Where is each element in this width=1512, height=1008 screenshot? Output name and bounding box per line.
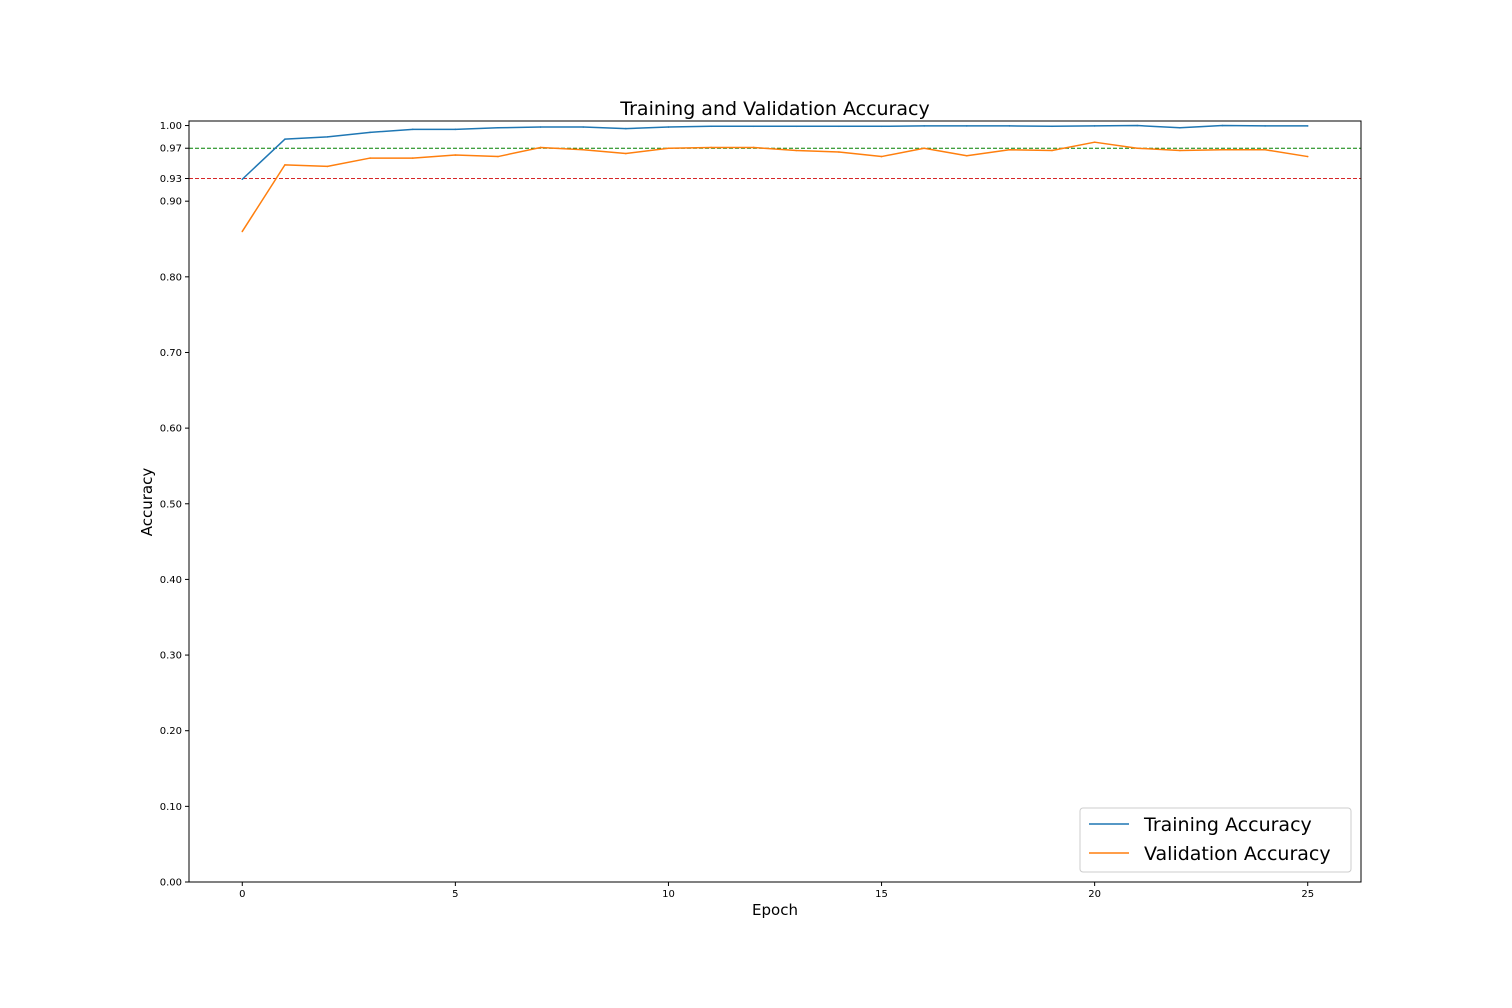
data-point: [1306, 155, 1309, 158]
data-point: [1051, 125, 1053, 128]
series-line-validation: [241, 141, 1308, 232]
data-point: [582, 148, 585, 151]
y-tick-label: 0.20: [160, 726, 182, 737]
data-point: [752, 125, 755, 128]
data-point: [1221, 124, 1224, 127]
plot-area: [189, 124, 1361, 233]
data-point: [241, 178, 244, 181]
y-tick-label: 0.50: [160, 499, 182, 510]
data-point: [1264, 125, 1266, 127]
data-point: [1136, 147, 1139, 150]
data-point: [965, 154, 968, 157]
data-point: [369, 157, 371, 159]
data-point: [1221, 148, 1224, 151]
series-line-training: [241, 124, 1308, 180]
data-point: [880, 155, 883, 158]
data-point: [1136, 124, 1139, 127]
y-tick-label: 0.10: [160, 802, 182, 813]
y-tick-label: 0.00: [160, 878, 182, 889]
data-point: [710, 125, 712, 128]
legend-label-training: Training Accuracy: [1143, 814, 1312, 836]
legend-label-validation: Validation Accuracy: [1144, 843, 1331, 865]
data-point: [838, 151, 840, 153]
data-point: [326, 165, 329, 168]
data-point: [1008, 125, 1011, 127]
data-point: [284, 164, 286, 166]
data-point: [454, 154, 457, 156]
y-tick-label: 0.30: [160, 651, 182, 662]
y-axis-title: Accuracy: [138, 468, 156, 537]
data-point: [1008, 148, 1011, 151]
y-tick-label: 0.60: [160, 424, 182, 435]
axes-frame: [188, 120, 1362, 883]
data-point: [582, 126, 585, 128]
y-tick-label: 0.40: [160, 575, 182, 586]
y-tick-label: 1.00: [160, 121, 182, 132]
y-tick-label: 0.70: [160, 348, 182, 359]
data-point: [880, 125, 883, 128]
data-point: [1051, 149, 1053, 152]
data-point: [497, 127, 499, 129]
data-point: [795, 149, 798, 152]
data-point: [838, 125, 840, 128]
data-point: [326, 136, 329, 138]
data-point: [284, 138, 286, 140]
x-axis-ticks: 0 5 10 15 20 25: [239, 882, 1314, 900]
data-point: [625, 127, 627, 130]
data-point: [411, 128, 414, 131]
y-axis-ticks: 0.00 0.10 0.20 0.30 0.40 0.50 0.60 0.70 0.80 0.90…: [160, 121, 189, 889]
data-point: [1264, 148, 1266, 151]
data-point: [241, 230, 244, 233]
y-tick-label: 0.97: [160, 144, 182, 155]
x-tick-label: 5: [452, 889, 458, 900]
data-point: [667, 147, 670, 150]
data-point: [710, 146, 712, 149]
chart-title: Training and Validation Accuracy: [619, 98, 929, 120]
legend: Training Accuracy Validation Accuracy: [1079, 807, 1352, 873]
legend-box: [1079, 807, 1352, 873]
data-point: [1093, 141, 1096, 143]
x-tick-label: 25: [1301, 889, 1314, 900]
x-tick-label: 0: [239, 889, 245, 900]
y-tick-label: 0.93: [160, 174, 182, 185]
data-point: [369, 131, 371, 134]
x-tick-label: 20: [1088, 889, 1101, 900]
data-point: [1179, 127, 1181, 129]
data-point: [539, 146, 542, 149]
x-tick-label: 15: [875, 889, 888, 900]
data-point: [1306, 125, 1309, 127]
data-point: [752, 146, 755, 149]
data-point: [1093, 125, 1096, 127]
data-point: [411, 157, 414, 159]
data-point: [1179, 149, 1181, 152]
data-point: [497, 155, 499, 158]
data-point: [923, 125, 925, 127]
data-point: [965, 125, 968, 127]
data-point: [795, 125, 798, 128]
data-point: [923, 147, 925, 150]
x-tick-label: 10: [662, 889, 675, 900]
data-point: [667, 126, 670, 128]
y-tick-label: 0.80: [160, 272, 182, 283]
data-point: [625, 152, 627, 155]
x-axis-title: Epoch: [752, 901, 798, 919]
y-tick-label: 0.90: [160, 197, 182, 208]
data-point: [539, 126, 542, 128]
data-point: [454, 128, 457, 131]
